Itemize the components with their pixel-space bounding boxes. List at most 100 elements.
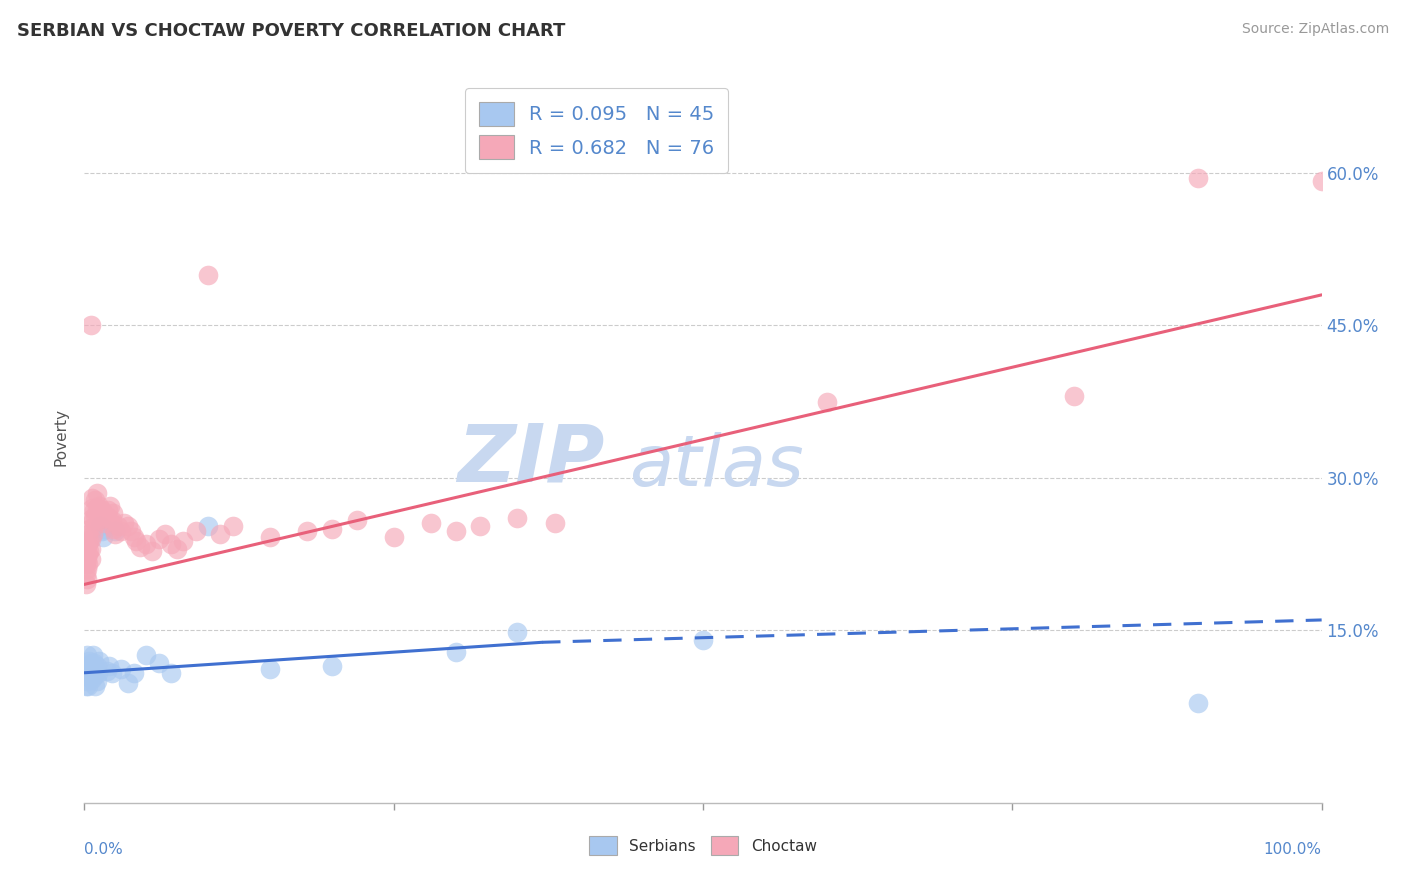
Text: 100.0%: 100.0% <box>1264 842 1322 856</box>
Point <box>104 524 127 538</box>
Point <box>197 268 219 282</box>
Point <box>89 513 111 527</box>
Point <box>79 532 101 546</box>
Point <box>295 524 318 538</box>
Point <box>77 537 100 551</box>
Point <box>76 648 98 663</box>
Point <box>209 526 232 541</box>
Point <box>184 524 207 538</box>
Point <box>506 625 529 640</box>
Point <box>80 511 103 525</box>
Point <box>87 665 110 680</box>
Point <box>153 526 176 541</box>
Point <box>77 557 100 571</box>
Point <box>93 511 115 525</box>
Point <box>470 519 492 533</box>
Point <box>79 656 101 670</box>
Text: 0.0%: 0.0% <box>84 842 124 856</box>
Point <box>93 521 115 535</box>
Point <box>90 524 112 538</box>
Point <box>75 679 97 693</box>
Point <box>222 519 245 533</box>
Point <box>76 562 98 576</box>
Point <box>166 541 188 556</box>
Point <box>79 318 101 333</box>
Point <box>82 664 104 678</box>
Point <box>77 526 100 541</box>
Point <box>1187 696 1209 710</box>
Point <box>117 519 139 533</box>
Point <box>160 537 183 551</box>
Point <box>160 665 183 680</box>
Point <box>1310 174 1333 188</box>
Point <box>77 679 100 693</box>
Point <box>94 516 117 531</box>
Point <box>259 530 281 544</box>
Point <box>80 665 103 680</box>
Point <box>444 524 467 538</box>
Point <box>82 513 104 527</box>
Point <box>543 516 565 531</box>
Point <box>103 521 125 535</box>
Point <box>79 664 101 678</box>
Point <box>79 533 101 548</box>
Point <box>122 665 145 680</box>
Point <box>80 491 103 505</box>
Legend: Serbians, Choctaw: Serbians, Choctaw <box>583 830 823 861</box>
Point <box>117 676 139 690</box>
Point <box>135 648 157 663</box>
Point <box>1187 171 1209 186</box>
Point <box>76 673 98 688</box>
Point <box>141 544 163 558</box>
Point <box>80 501 103 516</box>
Point <box>79 541 101 556</box>
Point <box>104 526 127 541</box>
Point <box>419 516 441 531</box>
Point <box>75 658 97 673</box>
Point <box>89 654 111 668</box>
Point <box>197 519 219 533</box>
Point <box>75 567 97 582</box>
Point <box>84 679 107 693</box>
Point <box>1063 389 1085 403</box>
Point <box>98 511 121 525</box>
Point <box>444 645 467 659</box>
Point <box>82 526 104 541</box>
Point <box>80 672 103 686</box>
Point <box>77 547 100 561</box>
Point <box>77 665 100 680</box>
Point <box>86 658 108 673</box>
Point <box>110 662 132 676</box>
Point <box>346 513 368 527</box>
Point <box>172 533 194 548</box>
Point <box>79 521 101 535</box>
Point <box>382 530 405 544</box>
Point <box>89 519 111 533</box>
Point <box>321 521 343 535</box>
Point <box>82 648 104 663</box>
Point <box>129 540 152 554</box>
Point <box>76 572 98 586</box>
Point <box>86 486 108 500</box>
Point <box>506 511 529 525</box>
Point <box>83 519 105 533</box>
Point <box>100 665 122 680</box>
Point <box>96 664 118 678</box>
Point <box>79 658 101 673</box>
Point <box>259 662 281 676</box>
Point <box>101 506 124 520</box>
Point <box>75 577 97 591</box>
Point <box>83 656 105 670</box>
Point <box>86 501 108 516</box>
Point <box>692 633 714 648</box>
Point <box>321 658 343 673</box>
Point <box>122 530 145 544</box>
Point <box>815 394 838 409</box>
Point <box>135 537 157 551</box>
Point <box>148 532 170 546</box>
Point <box>97 503 120 517</box>
Point <box>76 552 98 566</box>
Point <box>91 530 114 544</box>
Point <box>107 519 129 533</box>
Y-axis label: Poverty: Poverty <box>53 408 69 467</box>
